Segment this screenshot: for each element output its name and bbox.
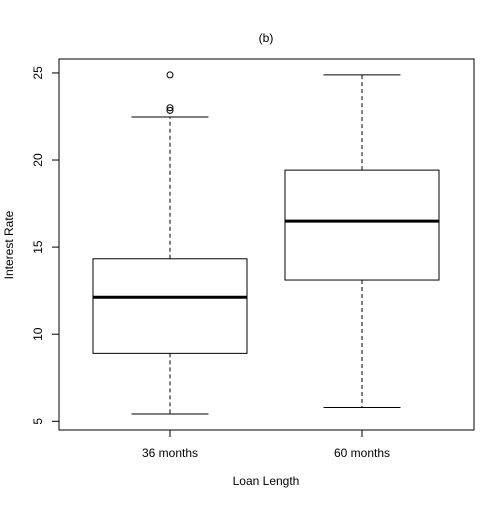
iqr-box: [284, 169, 440, 281]
outlier-point: [166, 71, 174, 79]
y-axis-label: Interest Rate: [2, 210, 16, 279]
outlier-point: [166, 104, 174, 112]
chart-title: (b): [259, 31, 274, 45]
boxplot-36-months: [92, 71, 248, 415]
boxplot-60-months: [284, 74, 440, 409]
y-tick-label: 15: [31, 240, 45, 254]
iqr-box: [92, 258, 248, 354]
x-tick-label: 60 months: [334, 446, 390, 460]
y-tick-label: 25: [31, 66, 45, 80]
x-axis: 36 months 60 months: [142, 429, 390, 460]
boxplots: [92, 71, 440, 415]
y-tick-label: 10: [31, 327, 45, 341]
x-axis-label: Loan Length: [233, 474, 300, 488]
y-axis: 5 10 15 20 25: [31, 66, 60, 425]
y-tick-label: 5: [31, 418, 45, 425]
x-tick-label: 36 months: [142, 446, 198, 460]
outlier-point: [166, 106, 174, 114]
y-tick-label: 20: [31, 153, 45, 167]
